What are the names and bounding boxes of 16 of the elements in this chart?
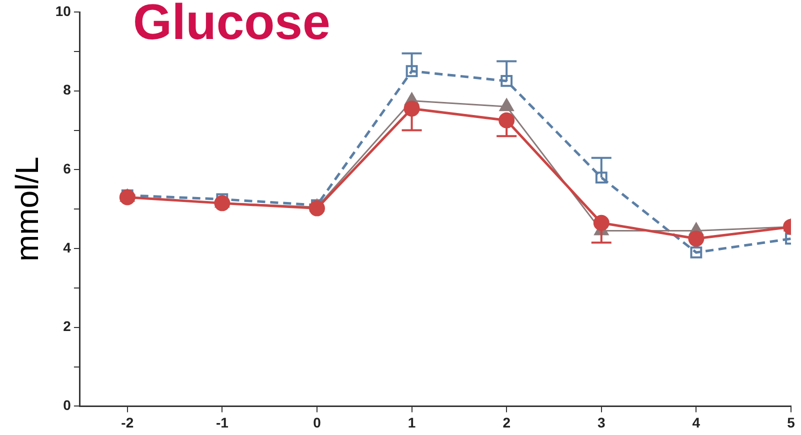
x-tick-label: 1 xyxy=(408,414,416,430)
y-tick-label: 6 xyxy=(63,160,72,177)
x-tick-label: 2 xyxy=(502,414,511,430)
x-tick-label: 5 xyxy=(787,414,796,430)
x-tick-label: 3 xyxy=(597,414,606,430)
chart-title: Glucose xyxy=(133,0,330,50)
x-tick-label: -1 xyxy=(216,414,229,430)
y-tick-label: 8 xyxy=(63,82,72,98)
x-tick-label: -2 xyxy=(121,414,134,430)
x-tick-label: 4 xyxy=(692,414,700,430)
x-tick-label: 0 xyxy=(313,414,322,430)
y-axis-title: mmol/L xyxy=(9,156,46,262)
y-tick-label: 10 xyxy=(55,2,72,19)
y-tick-label: 2 xyxy=(63,318,72,334)
y-tick-label: 4 xyxy=(63,239,72,256)
y-tick-label: 0 xyxy=(63,397,72,414)
